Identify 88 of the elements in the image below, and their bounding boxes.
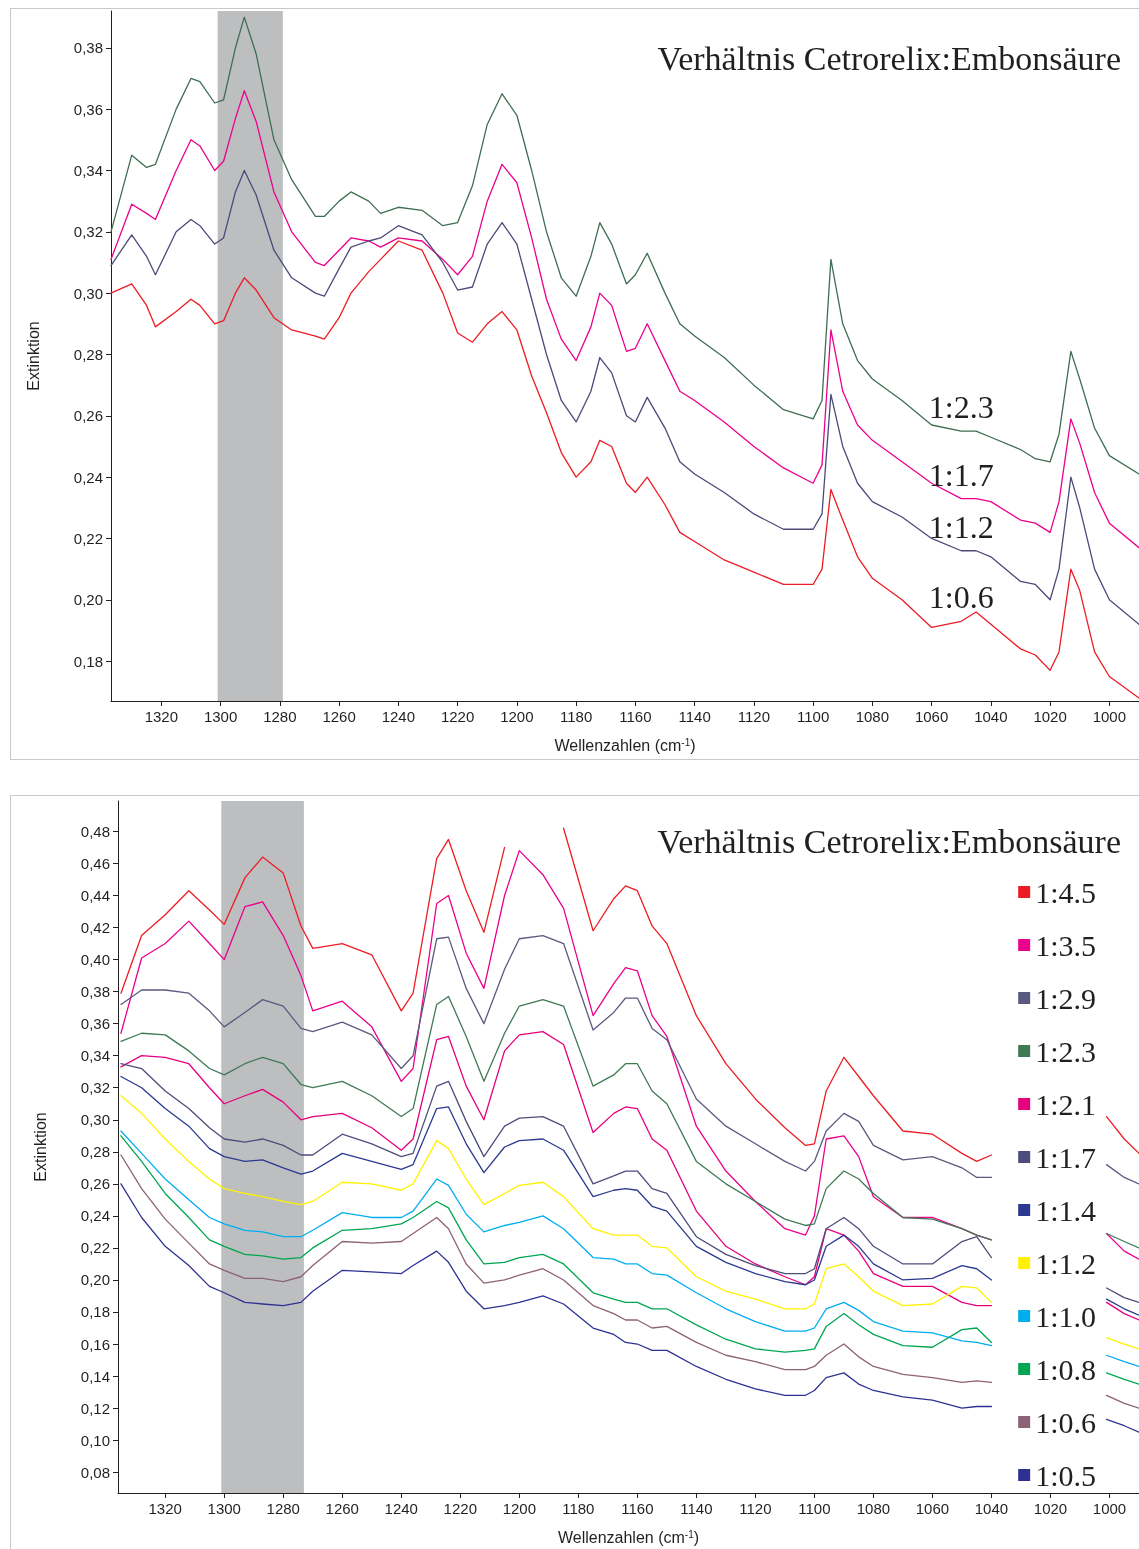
x-tick-label: 1140 — [678, 708, 711, 725]
legend-label: 1:1.2 — [1035, 1246, 1097, 1280]
y-tick-label: 0,30 — [80, 1111, 110, 1129]
x-tick-label: 1240 — [384, 1500, 418, 1517]
x-tick-label: 1020 — [1033, 708, 1067, 725]
legend-label: 1:0.8 — [1035, 1352, 1097, 1386]
y-tick-label: 0,10 — [80, 1431, 110, 1449]
y-tick-label: 0,18 — [80, 1303, 110, 1321]
y-tick-label: 0,48 — [80, 822, 110, 840]
y-tick-label: 0,38 — [80, 983, 110, 1001]
y-tick-label: 0,08 — [80, 1463, 110, 1481]
y-tick-label: 0,32 — [73, 223, 103, 241]
legend-label: 1:0.5 — [1035, 1458, 1097, 1492]
series-label: 1:0.6 — [928, 579, 994, 616]
x-tick-label: 1080 — [855, 708, 890, 725]
annotation: Verhältnis Cetrorelix:Embonsäure — [657, 39, 1122, 77]
y-tick-label: 0,28 — [73, 345, 103, 363]
x-tick-label: 1260 — [322, 708, 356, 725]
x-tick-label: 1180 — [562, 1500, 595, 1517]
x-tick-label: 1280 — [263, 708, 297, 725]
y-tick-label: 0,22 — [80, 1239, 110, 1257]
x-tick-label: 1200 — [500, 708, 534, 725]
legend-label: 1:1.4 — [1035, 1193, 1097, 1227]
x-tick-label: 1100 — [796, 708, 830, 725]
x-tick-label: 1320 — [148, 1500, 182, 1517]
y-tick-label: 0,36 — [73, 100, 103, 118]
y-tick-label: 0,36 — [80, 1015, 110, 1033]
y-tick-label: 0,42 — [80, 919, 110, 937]
x-tick-label: 1280 — [266, 1500, 300, 1517]
y-axis-title: Extinktion — [31, 1112, 49, 1182]
x-tick-label: 1260 — [325, 1500, 359, 1517]
legend-label: 1:4.5 — [1035, 875, 1097, 909]
y-tick-label: 0,38 — [73, 39, 103, 57]
y-tick-label: 0,16 — [80, 1335, 110, 1353]
y-tick-label: 0,24 — [80, 1207, 110, 1225]
x-tick-label: 1060 — [914, 708, 949, 725]
y-tick-label: 0,32 — [80, 1079, 110, 1097]
y-tick-label: 0,14 — [80, 1367, 110, 1385]
y-tick-label: 0,28 — [80, 1143, 110, 1161]
y-tick-label: 0,20 — [80, 1271, 110, 1289]
x-tick-label: 1040 — [974, 708, 1008, 725]
legend-label: 1:3.5 — [1035, 928, 1097, 962]
series-label: 1:2.3 — [928, 389, 994, 426]
line-series — [110, 90, 1139, 549]
legend-label: 1:2.3 — [1035, 1034, 1097, 1068]
legend-label: 1:0.6 — [1035, 1405, 1097, 1439]
legend-label: 1:2.9 — [1035, 981, 1097, 1015]
legend-label: 1:1.7 — [1035, 1140, 1097, 1174]
y-tick-label: 0,34 — [73, 161, 103, 179]
x-tick-label: 1220 — [440, 708, 475, 725]
x-tick-label: 1120 — [737, 708, 770, 725]
annotation: Verhältnis Cetrorelix:Embonsäure — [657, 822, 1122, 860]
y-tick-label: 0,46 — [80, 854, 110, 872]
y-tick-label: 0,34 — [80, 1047, 110, 1065]
y-tick-label: 0,26 — [80, 1175, 110, 1193]
x-tick-label: 1000 — [1092, 1500, 1127, 1517]
x-tick-label: 1140 — [680, 1500, 713, 1517]
x-tick-label: 1080 — [856, 1500, 891, 1517]
y-axis-title: Extinktion — [24, 321, 42, 391]
series-label: 1:1.7 — [928, 456, 994, 493]
legend-label: 1:1.0 — [1035, 1299, 1097, 1333]
x-tick-label: 1100 — [798, 1500, 831, 1517]
legend-label: 1:2.1 — [1035, 1087, 1097, 1121]
x-tick-label: 1240 — [381, 708, 416, 725]
x-tick-label: 1000 — [1092, 708, 1127, 725]
y-tick-label: 0,26 — [73, 407, 103, 425]
x-tick-label: 1220 — [443, 1500, 477, 1517]
x-tick-label: 1300 — [207, 1500, 241, 1517]
y-tick-label: 0,12 — [80, 1399, 110, 1417]
x-tick-label: 1020 — [1033, 1500, 1068, 1517]
y-tick-label: 0,40 — [80, 951, 110, 969]
y-tick-label: 0,22 — [73, 529, 103, 547]
series-label: 1:1.2 — [928, 508, 994, 545]
y-tick-label: 0,18 — [73, 652, 103, 670]
x-tick-label: 1300 — [203, 708, 238, 725]
line-series — [110, 169, 1139, 625]
x-tick-label: 1180 — [559, 708, 593, 725]
x-tick-label: 1160 — [619, 708, 652, 725]
x-tick-label: 1200 — [502, 1500, 537, 1517]
y-tick-label: 0,44 — [80, 887, 110, 905]
x-tick-label: 1040 — [974, 1500, 1009, 1517]
x-tick-label: 1320 — [144, 708, 179, 725]
y-tick-label: 0,30 — [73, 284, 103, 302]
x-tick-label: 1160 — [621, 1500, 654, 1517]
y-tick-label: 0,24 — [73, 468, 103, 486]
y-tick-label: 0,20 — [73, 591, 103, 609]
x-tick-label: 1060 — [915, 1500, 950, 1517]
x-tick-label: 1120 — [739, 1500, 772, 1517]
